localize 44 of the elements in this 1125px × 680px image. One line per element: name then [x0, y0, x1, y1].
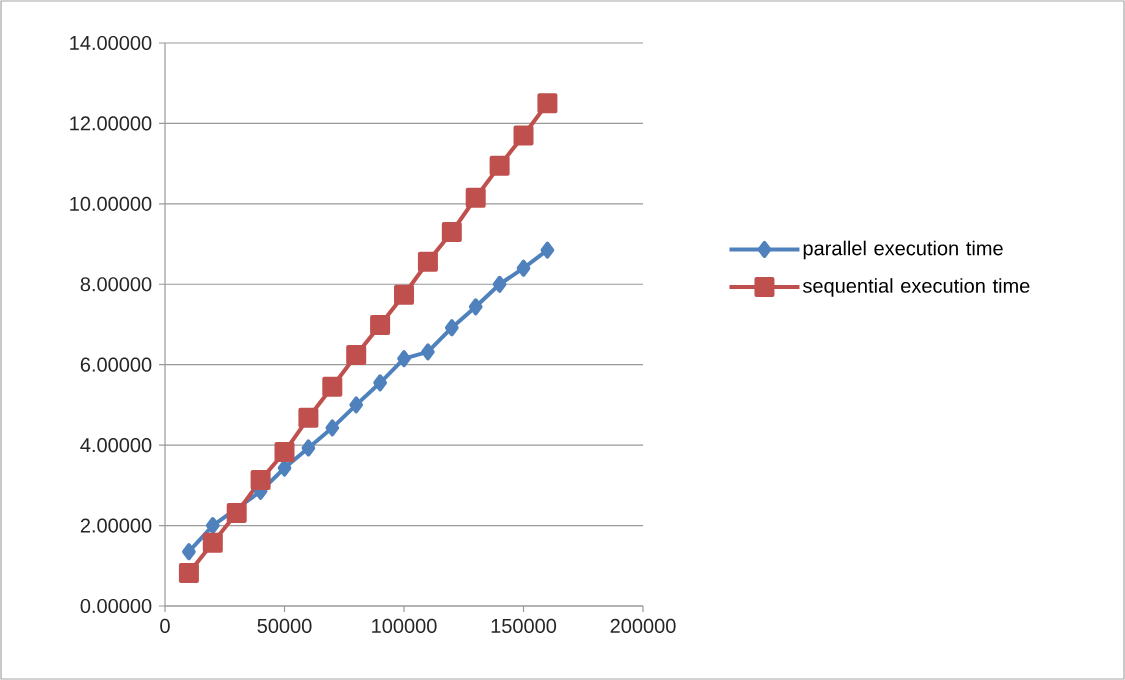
point: [537, 93, 558, 114]
x-tick-label: 100000: [372, 618, 437, 634]
y-tick-label: 2.00000: [80, 518, 152, 533]
point: [202, 532, 223, 553]
point: [468, 298, 483, 316]
point: [417, 251, 438, 272]
point: [346, 345, 367, 366]
y-tick-label: 0.00000: [80, 598, 152, 614]
point: [182, 543, 196, 561]
y-tick-label: 12.00000: [70, 116, 152, 131]
y-tick-label: 8.00000: [80, 277, 152, 292]
point: [513, 125, 534, 146]
y-tick-label: 6.00000: [80, 357, 152, 372]
point: [349, 396, 364, 414]
point: [322, 376, 343, 397]
point: [325, 419, 340, 437]
point: [373, 374, 387, 392]
point: [250, 470, 271, 491]
x-tick-label: 50000: [257, 618, 312, 634]
point: [444, 319, 459, 337]
x-tick-label: 150000: [491, 618, 557, 634]
point: [178, 563, 199, 584]
y-tick-label: 10.00000: [70, 196, 152, 211]
point: [394, 284, 415, 305]
point: [492, 275, 507, 293]
point: [298, 407, 319, 428]
point: [421, 343, 435, 361]
point: [516, 259, 531, 277]
point: [274, 441, 295, 462]
y-tick-label: 4.00000: [80, 438, 152, 453]
legend-label: sequential execution time: [803, 278, 1030, 297]
point: [226, 503, 247, 524]
point: [370, 314, 391, 335]
point: [465, 187, 486, 208]
point: [540, 241, 555, 259]
point: [489, 155, 510, 176]
x-tick-label: 0: [160, 618, 170, 634]
point: [397, 350, 411, 368]
x-tick-label: 200000: [610, 618, 676, 634]
point: [441, 221, 462, 242]
legend-label: parallel execution time: [803, 240, 1003, 260]
y-tick-label: 14.00000: [70, 35, 152, 51]
point: [205, 517, 220, 535]
point: [301, 439, 316, 457]
